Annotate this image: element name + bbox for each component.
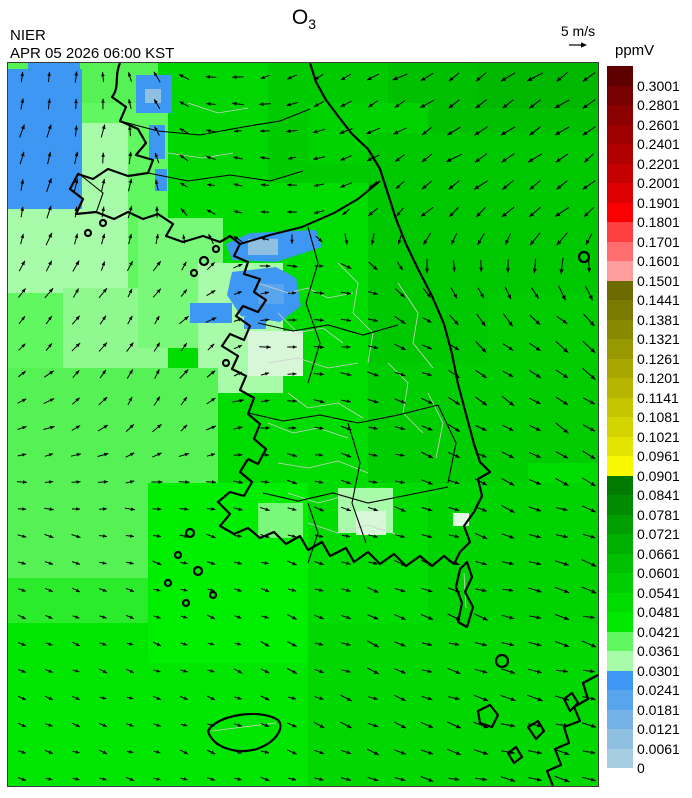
colorbar-segment [607, 631, 633, 651]
unit-label: ppmV [615, 42, 655, 59]
colorbar-tick-label: 0.0241 [637, 682, 680, 698]
coastline [68, 62, 599, 787]
colorbar-tick-label: 0.0541 [637, 584, 680, 601]
colorbar-tick-label: 0.0361 [637, 643, 680, 659]
colorbar-tick-label: 0.1801 [637, 214, 680, 230]
colorbar-segment [607, 651, 633, 671]
colorbar-segment [607, 436, 633, 456]
colorbar-segment [607, 417, 633, 437]
colorbar-tick-label: 0.0181 [637, 701, 680, 718]
colorbar-tick-label: 0.0301 [637, 662, 680, 679]
plot-title: O3 [0, 6, 608, 32]
wind-scale-arrow-icon [569, 42, 587, 48]
province-boundaries [77, 108, 457, 564]
colorbar-tick-label: 0.1441 [637, 292, 680, 308]
colorbar-segment [607, 163, 633, 183]
map-panel [7, 62, 599, 787]
colorbar-segment [607, 358, 633, 378]
colorbar-segment [607, 709, 633, 729]
colorbar-tick-label: 0.0121 [637, 721, 680, 737]
colorbar-tick-label: 0.0901 [637, 467, 680, 484]
colorbar-tick-label: 0.1381 [637, 311, 680, 328]
species-symbol: O [291, 6, 309, 29]
colorbar-tick-label: 0.0961 [637, 448, 680, 464]
colorbar-tick-label: 0.1501 [637, 272, 680, 289]
colorbar-segment [607, 144, 633, 164]
colorbar-segment [607, 748, 633, 768]
colorbar-tick-label: 0 [637, 760, 645, 776]
colorbar-segment [607, 612, 633, 632]
species-subscript: 3 [308, 16, 317, 33]
colorbar-tick-label: 0.1701 [637, 233, 680, 250]
colorbar-segment [607, 729, 633, 749]
colorbar-segment [607, 319, 633, 339]
colorbar-tick-label: 0.1141 [637, 389, 679, 406]
colorbar-segment [607, 495, 633, 515]
colorbar-tick-label: 0.2601 [637, 116, 680, 133]
colorbar-segment [607, 534, 633, 554]
colorbar-tick-label: 0.2401 [637, 136, 680, 152]
concentration-map [8, 62, 599, 787]
colorbar-segment [607, 397, 633, 417]
colorbar-segment [607, 456, 633, 476]
wind-scale-label: 5 m/s [560, 23, 596, 39]
colorbar-segment [607, 514, 633, 534]
colorbar-segment [607, 300, 633, 320]
colorbar-tick-label: 0.1601 [637, 253, 680, 269]
colorbar-tick-label: 0.3001 [637, 77, 680, 94]
colorbar-segment [607, 475, 633, 495]
colorbar-segment [607, 592, 633, 612]
colorbar-segment [607, 690, 633, 710]
colorbar-tick-label: 0.1901 [637, 194, 680, 211]
colorbar-tick-label: 0.0061 [637, 740, 680, 757]
colorbar-segment [607, 85, 633, 105]
colorbar-segment [607, 241, 633, 261]
colorbar-segment [607, 339, 633, 359]
colorbar-segment [607, 378, 633, 398]
colorbar-tick-label: 0.1021 [637, 428, 680, 445]
colorbar-tick-label: 0.1081 [637, 409, 680, 425]
colorbar-tick-label: 0.0721 [637, 526, 680, 542]
county-boundaries [167, 102, 467, 732]
colorbar-segment [607, 124, 633, 144]
colorbar-segment [607, 183, 633, 203]
colorbar-tick-label: 0.1321 [637, 331, 680, 347]
colorbar-segment [607, 670, 633, 690]
colorbar-tick-label: 0.0841 [637, 487, 680, 503]
agency-label: NIER [10, 27, 46, 44]
colorbar [607, 66, 633, 768]
colorbar-segment [607, 202, 633, 222]
colorbar-segment [607, 280, 633, 300]
colorbar-tick-label: 0.0421 [637, 623, 680, 640]
colorbar-tick-label: 0.0601 [637, 565, 680, 581]
colorbar-segment [607, 105, 633, 125]
colorbar-segment [607, 261, 633, 281]
colorbar-tick-label: 0.0661 [637, 545, 680, 562]
colorbar-tick-label: 0.1201 [637, 370, 680, 386]
colorbar-segment [607, 222, 633, 242]
colorbar-tick-label: 0.2001 [637, 175, 680, 191]
datetime-label: APR 05 2026 06:00 KST [10, 45, 175, 62]
wind-vectors [16, 71, 597, 783]
colorbar-tick-label: 0.0781 [637, 506, 680, 523]
colorbar-tick-label: 0.2201 [637, 155, 680, 172]
colorbar-segment [607, 553, 633, 573]
colorbar-tick-label: 0.2801 [637, 97, 680, 113]
colorbar-tick-label: 0.1261 [637, 350, 680, 367]
colorbar-tick-label: 0.0481 [637, 604, 680, 620]
wind-scale-legend: 5 m/s [556, 23, 600, 49]
colorbar-segment [607, 573, 633, 593]
colorbar-segment [607, 66, 633, 86]
